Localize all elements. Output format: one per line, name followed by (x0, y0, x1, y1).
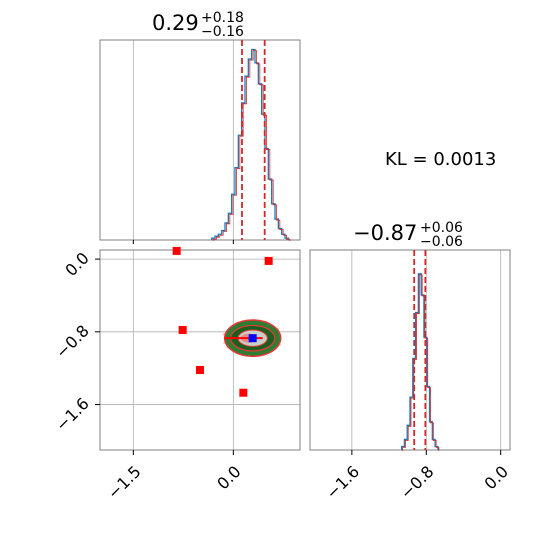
x-tick-label: −1.5 (104, 462, 145, 503)
param2-plus: +0.06 (420, 220, 463, 236)
param2-title: −0.87 +0.06 −0.06 (353, 217, 468, 250)
hist-series-overlay (402, 274, 440, 451)
red-point (178, 326, 187, 334)
plot-area (100, 40, 300, 240)
hist-series (400, 273, 439, 450)
hist-series (211, 48, 289, 240)
axes-frame (99, 249, 301, 451)
axes-frame (99, 39, 301, 241)
y-tick-label: −1.6 (52, 394, 93, 435)
param2-minus: −0.06 (420, 234, 463, 250)
histogram-param2: −1.6 −0.8 0.0 (309, 249, 512, 503)
hist-series-overlay (212, 50, 291, 241)
param1-minus: −0.16 (201, 24, 244, 40)
x-tick-label: −1.6 (322, 462, 363, 503)
x-tick-label: 0.0 (213, 462, 244, 493)
x-tick-label: 0.0 (481, 462, 512, 493)
sample-point (222, 333, 225, 336)
blue-point (248, 334, 257, 343)
sample-point (223, 342, 225, 345)
param1-title: 0.29 +0.18 −0.16 (152, 7, 249, 40)
red-point (172, 246, 181, 255)
axes-frame (309, 249, 511, 451)
param2-median: −0.87 (353, 221, 417, 245)
x-tick-label: −0.8 (397, 462, 438, 503)
red-point (196, 366, 204, 374)
scatter-panel: −1.5 0.0 0.0 −0.8 −1.6 (52, 246, 301, 503)
red-point (239, 388, 248, 397)
red-point (264, 256, 273, 265)
histogram-param1 (99, 39, 301, 244)
param1-median: 0.29 (152, 11, 199, 35)
y-tick-label: −0.8 (52, 321, 93, 362)
kl-annotation: KL = 0.0013 (385, 149, 496, 170)
param1-plus: +0.18 (201, 10, 244, 26)
y-tick-label: 0.0 (61, 248, 92, 279)
